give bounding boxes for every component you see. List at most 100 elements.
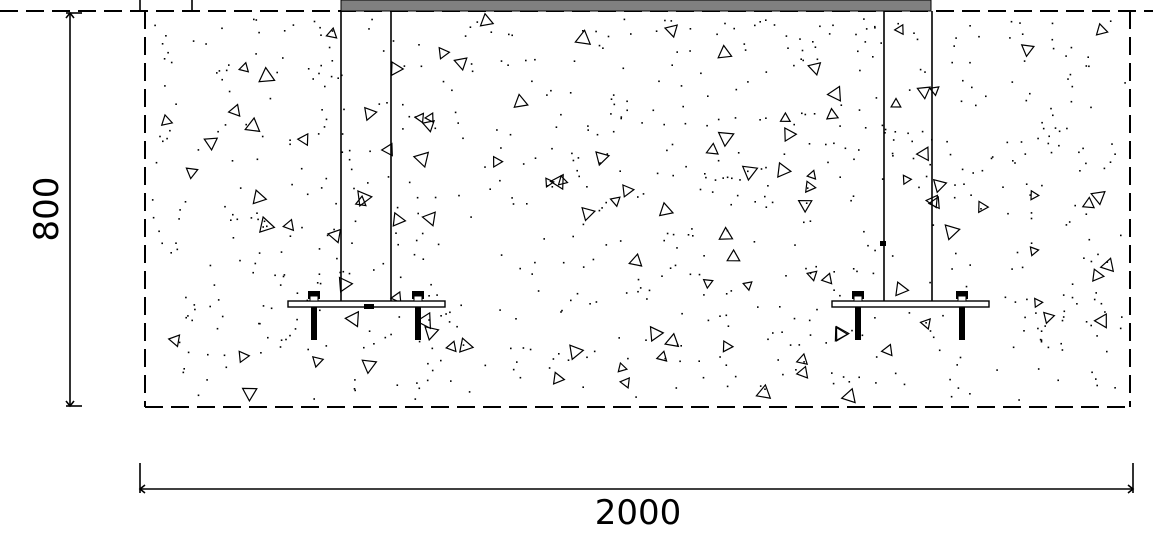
aggregate-mark [902, 174, 913, 186]
aggregate-mark [1095, 22, 1109, 36]
aggregate-dot [378, 103, 381, 105]
aggregate-dot [1071, 283, 1074, 285]
aggregate-dot [363, 346, 365, 349]
aggregate-dot [283, 30, 286, 32]
aggregate-dot [734, 375, 737, 378]
aggregate-mark [622, 184, 636, 198]
aggregate-dot [806, 187, 809, 189]
aggregate-dot [176, 248, 179, 251]
aggregate-dot [808, 143, 811, 145]
aggregate-dot [593, 350, 596, 353]
aggregate-dot [965, 285, 968, 288]
aggregate-dot [183, 368, 185, 370]
aggregate-dot [626, 100, 628, 103]
aggregate-dot [431, 369, 434, 372]
aggregate-dot [787, 47, 789, 49]
aggregate-dot [382, 50, 385, 52]
aggregate-dot [213, 284, 216, 286]
aggregate-dot [844, 147, 847, 150]
aggregate-dot [757, 306, 759, 308]
aggregate-dot [586, 356, 588, 359]
aggregate-dot [170, 252, 172, 254]
aggregate-mark [364, 106, 378, 122]
aggregate-dot [512, 368, 515, 371]
aggregate-dot [224, 205, 226, 208]
aggregate-dot [516, 361, 518, 363]
aggregate-dot [333, 228, 335, 231]
aggregate-dot [331, 30, 334, 32]
aggregate-mark [826, 85, 842, 102]
aggregate-dot [1079, 170, 1081, 172]
aggregate-dot [577, 157, 580, 159]
aggregate-dot [661, 275, 663, 277]
aggregate-dot [256, 158, 259, 161]
aggregate-mark [1093, 312, 1107, 329]
aggregate-dot [294, 328, 297, 330]
aggregate-dot [217, 130, 219, 133]
aggregate-dot [680, 345, 682, 347]
aggregate-dot [1054, 127, 1057, 129]
aggregate-dot [622, 67, 625, 70]
aggregate-mark [840, 387, 856, 404]
aggregate-dot [676, 51, 678, 53]
aggregate-dot [1016, 251, 1019, 254]
aggregate-dot [256, 212, 258, 214]
aggregate-dot [471, 70, 474, 73]
aggregate-dot [217, 299, 220, 301]
aggregate-dot [1121, 316, 1123, 318]
aggregate-dot [955, 252, 957, 255]
aggregate-dot [221, 27, 223, 30]
aggregate-dot [1065, 224, 1068, 226]
aggregate-dot [489, 188, 491, 190]
aggregate-dot [833, 289, 835, 291]
aggregate-mark [338, 276, 354, 293]
aggregate-dot [390, 333, 392, 336]
aggregate-dot [266, 225, 268, 228]
aggregate-mark [893, 23, 904, 36]
aggregate-dot [403, 65, 406, 67]
aggregate-dot [1057, 379, 1059, 382]
aggregate-dot [342, 270, 345, 273]
width-dimension: 2000 [138, 463, 1135, 533]
aggregate-dot [319, 309, 321, 312]
aggregate-dot [635, 396, 637, 398]
aggregate-dot [700, 72, 702, 75]
aggregate-dot [1025, 99, 1028, 102]
aggregate-dot [397, 243, 399, 246]
aggregate-dot [717, 118, 720, 121]
aggregate-dot [415, 239, 418, 242]
aggregate-dot [336, 257, 338, 260]
aggregate-dot [903, 383, 906, 386]
aggregate-dot [658, 80, 660, 83]
aggregate-dot [221, 78, 223, 81]
aggregate-dot [1006, 141, 1009, 144]
aggregate-dot [942, 314, 944, 317]
aggregate-dot [1035, 312, 1037, 314]
aggregate-dot [726, 176, 729, 179]
aggregate-dot [874, 317, 876, 319]
aggregate-dot [908, 89, 911, 91]
aggregate-dot [727, 325, 730, 327]
aggregate-dot [733, 27, 735, 30]
aggregate-dot [318, 248, 321, 250]
aggregate-dot [484, 166, 486, 168]
aggregate-dot [894, 131, 897, 133]
left-base-plate-with-anchor-bolts [287, 291, 446, 340]
aggregate-dot [731, 177, 733, 180]
aggregate-dot [224, 124, 227, 126]
aggregate-dot [852, 195, 855, 197]
aggregate-dot [1021, 33, 1024, 35]
aggregate-dot [221, 315, 224, 318]
aggregate-dot [881, 178, 884, 180]
aggregate-dot [534, 261, 536, 264]
aggregate-mark [574, 29, 592, 45]
aggregate-dot [335, 202, 337, 205]
aggregate-dot [781, 331, 783, 333]
aggregate-dot [804, 113, 807, 116]
aggregate-dot [245, 123, 247, 126]
aggregate-dot [610, 113, 612, 115]
aggregate-dot [639, 287, 642, 289]
aggregate-mark [1030, 189, 1040, 201]
aggregate-dot [951, 268, 953, 270]
aggregate-dot [182, 371, 185, 374]
